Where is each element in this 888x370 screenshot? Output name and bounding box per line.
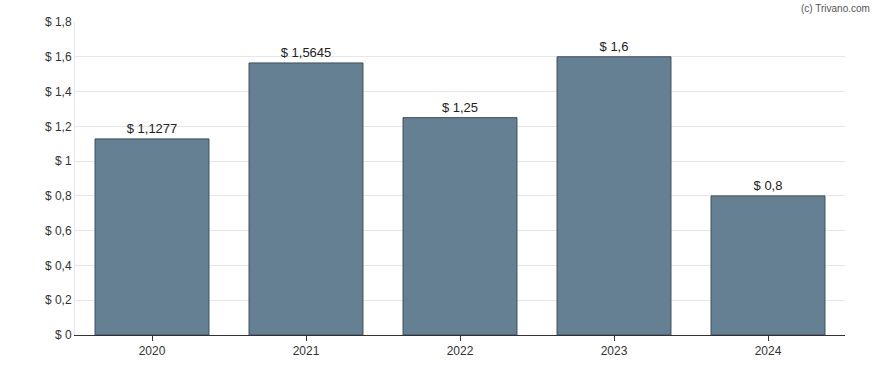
svg-text:2024: 2024: [755, 344, 782, 358]
svg-text:$ 0,8: $ 0,8: [45, 189, 72, 203]
svg-text:$ 1,1277: $ 1,1277: [127, 121, 178, 136]
svg-text:$ 0,6: $ 0,6: [45, 224, 72, 238]
svg-text:2020: 2020: [139, 344, 166, 358]
svg-text:$ 0,4: $ 0,4: [45, 259, 72, 273]
svg-text:2021: 2021: [293, 344, 320, 358]
svg-text:$ 1,4: $ 1,4: [45, 85, 72, 99]
svg-text:$ 0,8: $ 0,8: [754, 178, 783, 193]
svg-text:(c) Trivano.com: (c) Trivano.com: [801, 3, 870, 14]
svg-text:$ 1,5645: $ 1,5645: [281, 45, 332, 60]
svg-text:$ 1,6: $ 1,6: [600, 39, 629, 54]
svg-text:$ 1: $ 1: [55, 154, 72, 168]
svg-text:$ 1,6: $ 1,6: [45, 50, 72, 64]
svg-text:$ 1,8: $ 1,8: [45, 15, 72, 29]
svg-text:$ 0: $ 0: [55, 328, 72, 342]
svg-text:$ 1,2: $ 1,2: [45, 120, 72, 134]
svg-text:2022: 2022: [447, 344, 474, 358]
svg-text:$ 0,2: $ 0,2: [45, 293, 72, 307]
svg-text:2023: 2023: [601, 344, 628, 358]
svg-text:$ 1,25: $ 1,25: [442, 100, 478, 115]
